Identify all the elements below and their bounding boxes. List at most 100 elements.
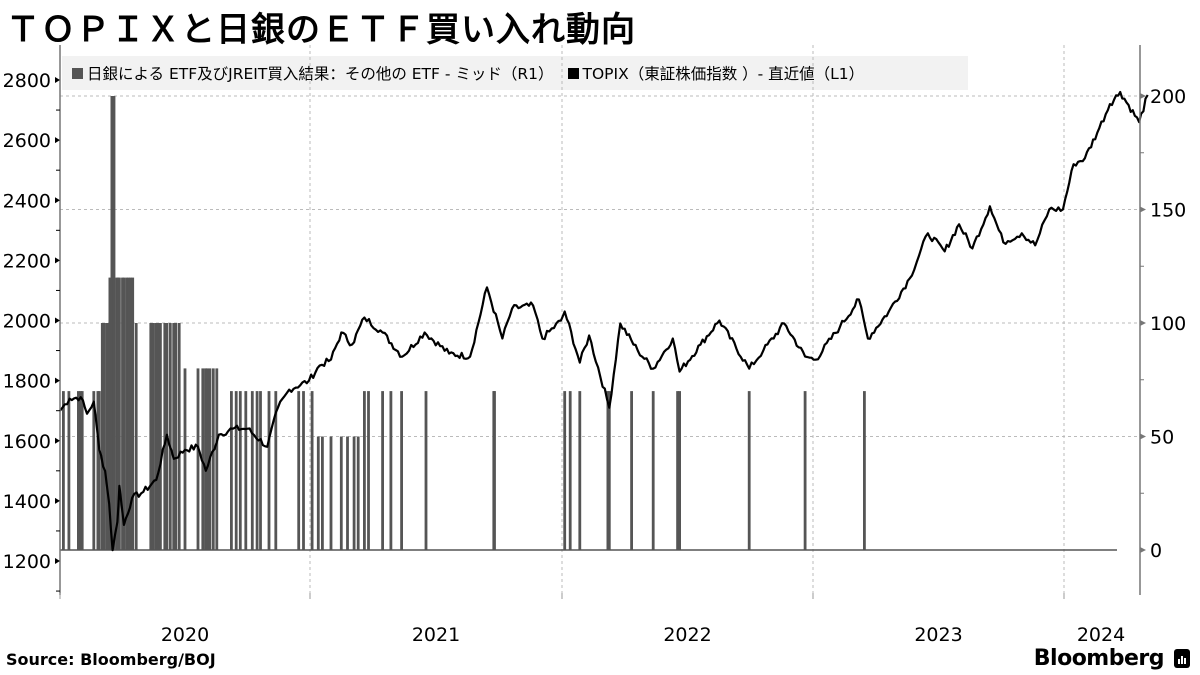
bar (424, 391, 428, 550)
bar (578, 391, 582, 550)
bar (863, 391, 866, 550)
legend-label-topix: TOPIX（東証株価指数 ）- 直近値（L1） (582, 65, 865, 83)
legend-swatch-topix (567, 67, 579, 79)
bar (201, 368, 205, 550)
bar (108, 277, 112, 550)
topix-line (59, 90, 1149, 552)
bar (211, 368, 215, 550)
bar (196, 368, 200, 550)
bar (493, 391, 496, 550)
bar (267, 391, 271, 550)
bar (297, 391, 301, 550)
source-note: Source: Bloomberg/BOJ (6, 650, 216, 669)
right-tick-label: 100 (1150, 313, 1186, 335)
bar (238, 391, 242, 550)
bar (563, 391, 567, 550)
bar (118, 277, 121, 550)
chart-legend: 日銀による ETF及びJREIT買入結果：その他の ETF - ミッド（R1） … (62, 56, 968, 90)
bar (205, 368, 209, 550)
left-tick-marker (55, 497, 60, 504)
bar (125, 277, 128, 550)
right-tick-label: 200 (1150, 86, 1186, 108)
bar (172, 323, 176, 550)
right-tick-label: 0 (1150, 540, 1162, 562)
bar (363, 391, 366, 550)
bar (168, 323, 172, 550)
bar (803, 391, 807, 550)
bar (77, 391, 80, 550)
left-tick-marker (55, 317, 60, 324)
legend-item-boj-etf: 日銀による ETF及びJREIT買入結果：その他の ETF - ミッド（R1） (72, 62, 554, 84)
legend-swatch-boj-etf (72, 67, 83, 79)
x-tick-label: 2022 (663, 624, 711, 646)
right-tick-marker (1140, 93, 1146, 99)
right-tick-marker (1140, 547, 1146, 553)
bar (156, 323, 160, 550)
bar (151, 323, 155, 550)
left-tick-marker (55, 437, 60, 444)
bar (678, 391, 681, 550)
bar (346, 436, 349, 550)
bar (62, 391, 65, 550)
bar (255, 391, 259, 550)
bar (163, 323, 167, 550)
bar (316, 436, 320, 550)
bar (122, 277, 126, 550)
brand-text: Bloomberg (1033, 646, 1165, 671)
bar (259, 391, 262, 550)
bloomberg-logo: Bloomberg (1034, 646, 1190, 671)
bar (183, 368, 187, 550)
bar (244, 391, 248, 550)
bar (177, 323, 181, 550)
bar (630, 391, 633, 550)
bar (607, 391, 611, 550)
right-tick-marker (1140, 433, 1146, 440)
gridlines (60, 45, 1140, 595)
bar (79, 391, 82, 550)
bar (110, 96, 114, 550)
bar (302, 391, 305, 550)
bar (400, 391, 403, 550)
bar (321, 436, 324, 550)
bar (80, 391, 84, 550)
bar (274, 391, 278, 550)
left-tick-label: 2800 (3, 70, 51, 92)
bar (97, 391, 101, 550)
bar (339, 436, 343, 550)
bar (92, 391, 96, 550)
left-tick-label: 1200 (3, 551, 51, 573)
bar (747, 391, 751, 550)
bar (367, 391, 370, 550)
axes: 1200 1400 1600 1800 2000 2200 2400 2600 2800 0 50 1… (3, 45, 1186, 646)
x-tick-label: 2021 (412, 624, 460, 646)
left-tick-marker (55, 558, 60, 564)
bar (389, 391, 393, 550)
legend-label-boj-etf: 日銀による ETF及びJREIT買入結果：その他の ETF - ミッド（R1） (87, 65, 554, 83)
legend-item-topix: TOPIX（東証株価指数 ）- 直近値（L1） (567, 62, 865, 84)
left-tick-label: 2600 (3, 130, 51, 152)
bar (129, 277, 133, 550)
bar (103, 323, 106, 550)
bloomberg-chart-icon (1174, 649, 1190, 668)
bar (149, 323, 153, 550)
bar (174, 323, 178, 550)
bar (204, 368, 207, 550)
bar (676, 391, 679, 550)
left-tick-label: 1600 (3, 431, 51, 453)
left-tick-marker (55, 257, 60, 264)
bar (381, 391, 384, 550)
x-tick-label: 2020 (161, 624, 209, 646)
left-tick-label: 2400 (3, 190, 51, 212)
right-tick-label: 150 (1150, 200, 1186, 222)
left-tick-marker (55, 77, 60, 83)
bar (127, 277, 130, 550)
bar (356, 436, 360, 550)
bar (310, 391, 314, 550)
chart-title: ＴＯＰＩＸと日銀のＥＴＦ買い入れ動向 (6, 10, 636, 50)
bar (250, 391, 254, 550)
bar (112, 96, 116, 550)
right-tick-marker (1140, 320, 1146, 326)
left-tick-marker (55, 137, 60, 144)
right-tick-marker (1140, 206, 1146, 213)
